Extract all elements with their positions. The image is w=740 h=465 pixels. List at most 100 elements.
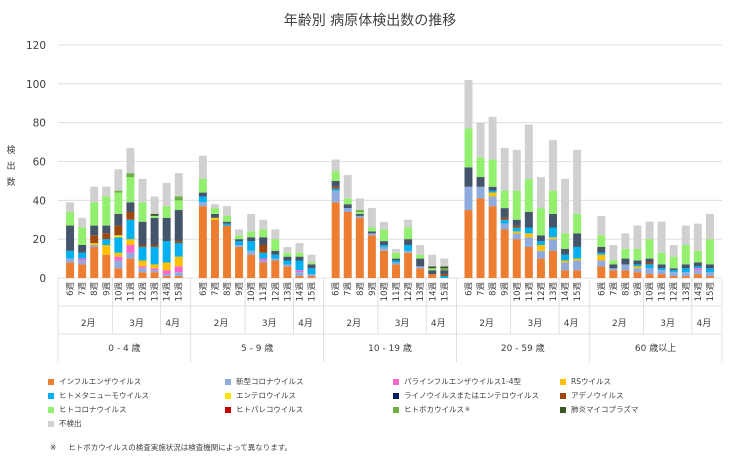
bar-segment — [150, 272, 159, 278]
bar-segment — [476, 122, 485, 158]
bar-segment — [693, 270, 702, 275]
bar-segment — [259, 262, 268, 278]
legend-label: エンテロウイルス — [236, 391, 296, 400]
y-tick-label: 20 — [33, 234, 46, 246]
month-label: 3月 — [660, 318, 675, 329]
legend-swatch — [48, 406, 54, 413]
legend-label: ライノウイルスまたはエンテロウイルス — [404, 391, 539, 400]
legend-swatch — [393, 378, 399, 385]
bar-segment — [561, 248, 570, 255]
legend-item: 不検出 — [48, 418, 82, 429]
bar-segment — [597, 252, 606, 255]
y-axis-label-char: 検 — [6, 144, 15, 156]
age-group-label: 5 - 9 歳 — [241, 342, 273, 354]
bar-segment — [174, 210, 183, 242]
bar-segment — [355, 198, 364, 211]
bar-segment — [464, 186, 473, 211]
bar-segment — [669, 276, 678, 278]
x-tick-label: 15週 — [440, 282, 450, 302]
bar-segment — [476, 198, 485, 278]
bar-segment — [392, 252, 401, 259]
legend-item: ヒトボカウイルス ※ — [393, 404, 470, 415]
bar-segment — [524, 211, 533, 228]
bar-segment — [548, 213, 557, 228]
bar-segment — [645, 258, 654, 263]
legend-swatch — [48, 392, 54, 399]
y-tick-label: 80 — [33, 118, 46, 130]
bar-segment — [645, 264, 654, 269]
x-tick-label: 8週 — [621, 282, 631, 296]
x-tick-label: 6週 — [597, 282, 607, 296]
bar-segment — [223, 206, 232, 216]
bar-segment — [500, 217, 509, 220]
bar-segment — [102, 233, 111, 240]
bar-segment — [331, 159, 340, 172]
bar-segment — [573, 233, 582, 247]
bar-segment — [524, 233, 533, 238]
bar-segment — [561, 254, 570, 261]
bar-segment — [379, 241, 388, 245]
month-label: 2月 — [81, 318, 96, 329]
bar-segment — [500, 147, 509, 191]
bar-segment — [633, 266, 642, 269]
bar-segment — [561, 270, 570, 278]
bar-segment — [488, 159, 497, 187]
x-tick-label: 14週 — [163, 282, 173, 302]
footnote: ※ ヒトボカウイルスの検査実施状況は検査機関によって異なります。 — [50, 442, 292, 453]
bar-segment — [705, 272, 714, 277]
x-tick-label: 9週 — [102, 282, 112, 296]
bar-segment — [295, 243, 304, 253]
bar-segment — [512, 190, 521, 220]
bar-segment — [223, 221, 232, 224]
bar-segment — [512, 219, 521, 226]
legend-label: 新型コロナウイルス — [236, 377, 304, 386]
bar-segment — [198, 192, 207, 197]
legend-item: ヒトパレコウイルス — [225, 404, 303, 415]
bar-segment — [548, 237, 557, 240]
legend-item: 肺炎マイコプラズマ — [560, 404, 638, 415]
bar-segment — [705, 268, 714, 273]
x-tick-label: 9週 — [501, 282, 511, 296]
x-tick-label: 10週 — [247, 282, 257, 302]
bar-segment — [66, 225, 75, 251]
bar-segment — [343, 211, 352, 278]
bar-segment — [633, 272, 642, 278]
bar-segment — [633, 264, 642, 267]
bar-segment — [162, 262, 171, 271]
bar-segment — [404, 252, 413, 278]
bar-segment — [102, 186, 111, 197]
bar-segment — [416, 258, 425, 267]
bar-segment — [138, 266, 147, 269]
month-label: 3月 — [528, 318, 543, 329]
bar-segment — [645, 274, 654, 278]
bar-segment — [150, 268, 159, 271]
bar-segment — [512, 233, 521, 240]
bar-segment — [645, 239, 654, 259]
bar-segment — [681, 244, 690, 265]
x-tick-label: 7週 — [344, 282, 354, 296]
bar-segment — [705, 213, 714, 240]
bar-segment — [416, 254, 425, 259]
bar-segment — [404, 227, 413, 240]
x-tick-label: 6週 — [464, 282, 474, 296]
bar-segment — [464, 167, 473, 187]
footnote-mark: ※ — [50, 443, 57, 452]
bar-segment — [271, 239, 280, 251]
x-tick-label: 12週 — [404, 282, 414, 302]
legend-swatch — [560, 378, 566, 385]
bar-segment — [657, 270, 666, 275]
bar-segment — [150, 196, 159, 214]
bar-segment — [404, 219, 413, 228]
bar-segment — [367, 235, 376, 278]
bar-segment — [392, 262, 401, 265]
bar-segment — [693, 223, 702, 251]
x-tick-label: 11週 — [392, 282, 402, 302]
bar-segment — [174, 256, 183, 267]
bar-segment — [440, 266, 449, 269]
legend-swatch — [393, 392, 399, 399]
bar-segment — [355, 211, 364, 214]
bar-segment — [331, 186, 340, 189]
bar-segment — [609, 260, 618, 265]
y-tick-label: 100 — [26, 79, 46, 91]
